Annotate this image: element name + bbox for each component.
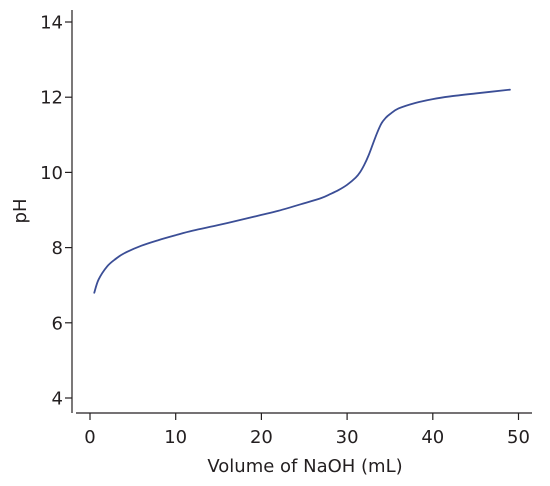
y-tick-label: 12 <box>40 88 63 109</box>
x-axis-title: Volume of NaOH (mL) <box>207 456 402 477</box>
y-tick-label: 14 <box>40 13 63 34</box>
x-tick-label: 30 <box>336 427 359 448</box>
y-tick-label: 6 <box>52 313 63 334</box>
x-axis-ticks: 0 10 20 30 40 50 <box>84 413 530 448</box>
titration-curve <box>93 88 511 294</box>
x-tick-label: 0 <box>84 427 95 448</box>
y-tick-label: 10 <box>40 163 63 184</box>
axes <box>71 10 532 414</box>
x-tick-label: 10 <box>164 427 187 448</box>
y-axis-title: pH <box>10 199 31 224</box>
y-axis-ticks: 4 6 8 10 12 14 <box>40 13 72 410</box>
y-tick-label: 8 <box>52 238 63 259</box>
x-tick-label: 40 <box>421 427 444 448</box>
y-tick-label: 4 <box>52 389 63 410</box>
x-tick-label: 50 <box>507 427 530 448</box>
x-tick-label: 20 <box>250 427 273 448</box>
